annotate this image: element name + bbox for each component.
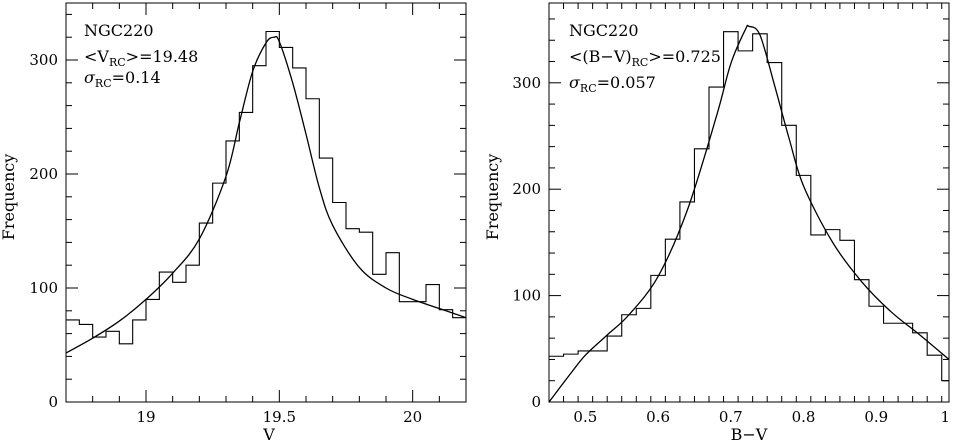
left-ann2-suffix: >=19.48 <box>126 47 199 66</box>
right-annotation-line2: <(B−V)RC>=0.725 <box>569 47 721 69</box>
right-x-axis-label: B−V <box>731 425 768 444</box>
right-fit-curve <box>549 24 949 402</box>
right-x-tick-label: 0.9 <box>864 408 888 426</box>
right-x-tick-labels: 0.5 0.6 0.7 0.8 0.9 1 <box>573 408 950 426</box>
left-annotation-line1: NGC220 <box>84 21 154 40</box>
right-y-tick-label: 200 <box>512 180 541 198</box>
left-y-tick-label: 200 <box>29 165 58 183</box>
left-ann3-suffix: =0.14 <box>112 68 161 87</box>
left-x-axis-label: V <box>262 425 275 444</box>
right-ann3-suffix: =0.057 <box>597 73 656 92</box>
left-x-tick-labels: 19 19.5 20 <box>136 408 422 426</box>
left-x-tick-label: 20 <box>403 408 422 426</box>
left-y-tick-label: 100 <box>29 279 58 297</box>
left-axis-ticks <box>65 3 467 403</box>
right-ann2-sub: RC <box>632 56 649 69</box>
left-fit-curve <box>66 35 466 354</box>
right-axis-ticks <box>548 3 949 403</box>
right-x-tick-label: 0.7 <box>719 408 743 426</box>
right-fit-curve-group <box>549 24 949 402</box>
left-fit-curve-group <box>66 35 466 354</box>
left-y-tick-label: 300 <box>29 51 58 69</box>
left-annotation-line3: σRC=0.14 <box>84 68 161 90</box>
left-ann3-sub: RC <box>95 77 112 90</box>
left-plot-frame <box>65 2 467 403</box>
left-panel: 19 19.5 20 0 100 200 300 V Frequency NGC220 <… <box>0 2 467 444</box>
left-y-tick-label: 0 <box>48 393 58 411</box>
left-annotation-line2: <VRC>=19.48 <box>84 47 198 69</box>
right-y-axis-label: Frequency <box>483 154 502 241</box>
left-histogram-steps <box>66 30 466 345</box>
right-x-tick-label: 1 <box>940 408 950 426</box>
right-x-tick-label: 0.8 <box>792 408 816 426</box>
right-x-tick-label: 0.6 <box>646 408 670 426</box>
left-histogram <box>66 30 466 345</box>
right-annotation-line1: NGC220 <box>569 21 639 40</box>
left-x-tick-label: 19 <box>136 408 155 426</box>
right-histogram <box>549 31 949 382</box>
right-y-tick-label: 100 <box>512 287 541 305</box>
left-ann2-prefix: <V <box>84 47 109 66</box>
right-annotation-line3: σRC=0.057 <box>569 73 656 95</box>
left-x-tick-label: 19.5 <box>263 408 296 426</box>
right-ann3-sub: RC <box>580 82 597 95</box>
right-y-tick-label: 0 <box>531 393 541 411</box>
right-x-tick-label: 0.5 <box>573 408 597 426</box>
left-y-tick-labels: 0 100 200 300 <box>29 51 58 411</box>
right-y-tick-labels: 0 100 200 300 <box>512 74 541 411</box>
right-ann2-prefix: <(B−V) <box>569 47 632 66</box>
right-panel: 0.5 0.6 0.7 0.8 0.9 1 0 100 200 300 B−V Frequenc… <box>483 2 950 444</box>
left-y-axis-label: Frequency <box>0 154 18 241</box>
right-y-tick-label: 300 <box>512 74 541 92</box>
right-histogram-steps <box>549 31 949 382</box>
left-ann3-symbol: σ <box>84 68 96 87</box>
right-plot-frame <box>548 2 950 403</box>
right-ann3-symbol: σ <box>569 73 581 92</box>
left-ann2-sub: RC <box>109 56 126 69</box>
right-ann2-suffix: >=0.725 <box>648 47 721 66</box>
